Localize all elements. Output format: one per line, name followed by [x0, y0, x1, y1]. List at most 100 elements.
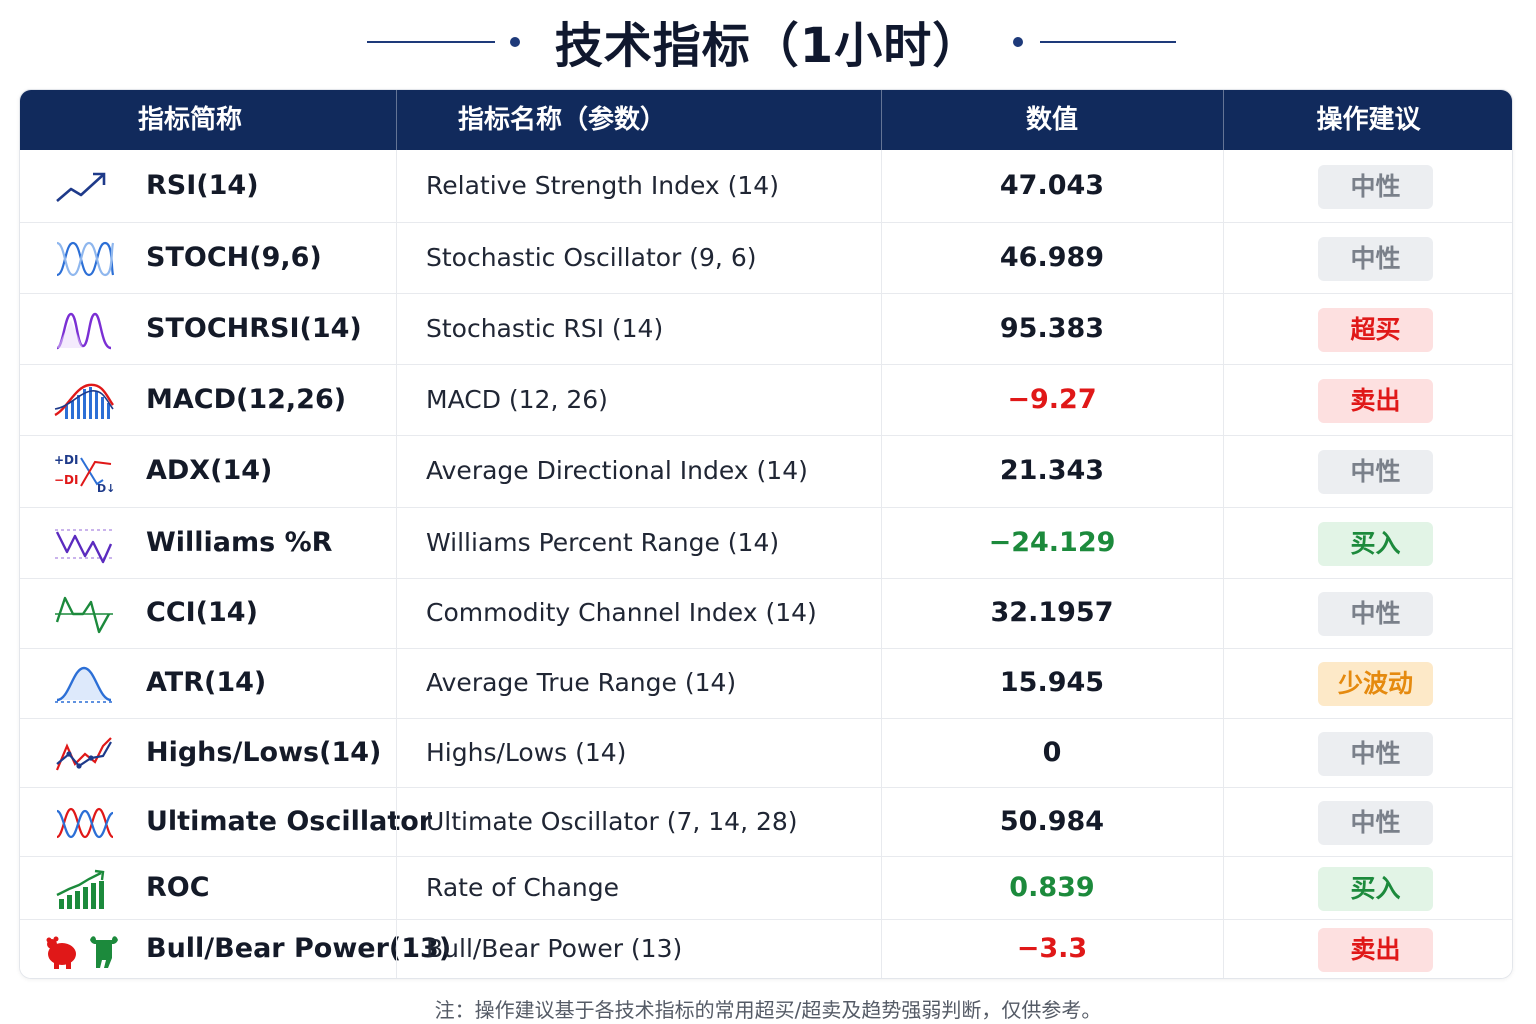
indicator-value: −9.27 [1007, 383, 1097, 415]
roc-bars-arrow-graphic [56, 869, 105, 909]
table-row: Highs/Lows(14) Highs/Lows (14) 0 中性 [20, 719, 1512, 788]
action-badge: 中性 [1318, 450, 1433, 494]
table-row: ROC Rate of Change 0.839 买入 [20, 857, 1512, 920]
action-badge: 中性 [1318, 236, 1433, 281]
title-divider-right [1040, 41, 1176, 43]
indicator-abbr: MACD(12,26) [146, 383, 347, 415]
title-divider-left [367, 41, 495, 43]
action-badge: 少波动 [1318, 662, 1433, 706]
footnote: 注：操作建议基于各技术指标的常用超买/超卖及趋势强弱判断，仅供参考。 [434, 998, 1102, 1022]
header-abbr: 指标简称 [138, 105, 243, 135]
table-row: Ultimate Oscillator Ultimate Oscillator (… [20, 788, 1512, 857]
indicator-abbr: CCI(14) [146, 597, 258, 628]
table-row: Bull/Bear Power(13) Bull/Bear Power (13) −… [20, 920, 1512, 978]
roc-bars-arrow-icon [53, 867, 115, 911]
indicator-abbr: ADX(14) [146, 455, 273, 486]
table-header: 指标简称 指标名称（参数） 数值 操作建议 [20, 90, 1512, 150]
header-value: 数值 [1025, 105, 1078, 135]
action-badge: 卖出 [1318, 378, 1433, 423]
table-row: Williams %R Williams Percent Range (14) −2… [20, 508, 1512, 579]
atr-bell-curve-icon [53, 662, 115, 706]
indicator-abbr: STOCHRSI(14) [146, 312, 362, 344]
indicator-name: Ultimate Oscillator (7, 14, 28) [426, 806, 798, 836]
cci-wave-icon [53, 592, 115, 636]
indicator-name: MACD (12, 26) [426, 384, 608, 414]
title-dot-right [1013, 37, 1023, 47]
table-row: STOCHRSI(14) Stochastic RSI (14) 95.383 超买 [20, 294, 1512, 365]
indicator-name: Stochastic Oscillator (9, 6) [426, 242, 757, 272]
table-row: CCI(14) Commodity Channel Index (14) 32.19… [20, 579, 1512, 649]
indicator-name: Bull/Bear Power (13) [426, 934, 683, 963]
column-divider [396, 150, 397, 978]
indicator-abbr: Ultimate Oscillator [146, 805, 433, 837]
macd-histogram-graphic [54, 383, 114, 419]
stochrsi-wave-icon [53, 308, 115, 352]
action-badge: 买入 [1318, 866, 1433, 911]
column-divider [1223, 150, 1224, 978]
action-badge: 中性 [1318, 164, 1433, 209]
cci-wave-graphic [55, 596, 113, 634]
indicator-abbr: ROC [146, 871, 210, 903]
table-row: ATR(14) Average True Range (14) 15.945 少波动 [20, 649, 1512, 719]
williams-r-zigzag-icon [53, 522, 115, 566]
indicator-name: Relative Strength Index (14) [426, 170, 779, 200]
highs-lows-line-icon [53, 732, 115, 776]
indicator-name: Average True Range (14) [426, 668, 737, 697]
indicator-name: Williams Percent Range (14) [426, 527, 780, 557]
header-divider [396, 90, 397, 150]
plus-di-label: +DI [54, 453, 78, 467]
adx-di-cross-icon: +DI −DI D↓ [53, 450, 115, 494]
indicator-value: 0.839 [1009, 871, 1095, 903]
action-badge: 超买 [1318, 307, 1433, 352]
header-divider [881, 90, 882, 150]
indicator-value: 15.945 [999, 667, 1105, 698]
trend-up-arrow-graphic [56, 172, 106, 202]
indicator-table: 指标简称 指标名称（参数） 数值 操作建议 RSI(14) Relative St… [19, 89, 1513, 979]
trend-up-arrow-icon [53, 165, 115, 209]
header-divider [1223, 90, 1224, 150]
table-row: STOCH(9,6) Stochastic Oscillator (9, 6) 46… [20, 223, 1512, 294]
indicator-name: Highs/Lows (14) [426, 737, 627, 767]
indicator-value: −24.129 [988, 526, 1116, 558]
page-title: 技术指标（1小时） [554, 18, 982, 74]
bull-bear-icon [44, 928, 124, 972]
indicator-value: 0 [1042, 736, 1062, 768]
action-badge: 卖出 [1318, 928, 1433, 972]
svg-text:D↓: D↓ [97, 482, 115, 494]
indicator-abbr: STOCH(9,6) [146, 241, 322, 273]
indicator-value: 46.989 [999, 241, 1105, 273]
action-badge: 中性 [1318, 731, 1433, 776]
indicator-abbr: Bull/Bear Power(13) [146, 933, 452, 964]
indicator-value: 32.1957 [990, 597, 1114, 628]
indicator-value: 21.343 [999, 455, 1105, 486]
indicator-value: 50.984 [999, 805, 1105, 837]
column-divider [881, 150, 882, 978]
action-badge: 中性 [1318, 592, 1433, 636]
ultimate-oscillator-waves-icon [53, 801, 115, 845]
table-row: +DI −DI D↓ ADX(14) Average Directional Index… [20, 436, 1512, 508]
table-row: RSI(14) Relative Strength Index (14) 47.04… [20, 150, 1512, 223]
indicator-abbr: Williams %R [146, 526, 333, 558]
title-dot-left [510, 37, 520, 47]
indicator-abbr: Highs/Lows(14) [146, 736, 382, 768]
action-badge: 买入 [1318, 521, 1433, 566]
minus-di-label: −DI [54, 473, 78, 487]
header-action: 操作建议 [1316, 105, 1421, 135]
stochastic-waves-graphic [56, 241, 115, 276]
indicator-abbr: RSI(14) [146, 169, 259, 201]
header-name: 指标名称（参数） [458, 105, 667, 135]
adx-di-cross-graphic: +DI −DI D↓ [54, 453, 115, 494]
indicator-name: Stochastic RSI (14) [426, 313, 664, 343]
indicator-abbr: ATR(14) [146, 667, 267, 698]
ultimate-oscillator-waves-graphic [56, 807, 114, 838]
indicator-name: Commodity Channel Index (14) [426, 598, 817, 627]
title-bar: 技术指标（1小时） [0, 0, 1536, 84]
indicator-value: 47.043 [999, 169, 1105, 201]
highs-lows-line-graphic [55, 736, 112, 770]
bull-bear-graphic [46, 936, 118, 969]
stochrsi-wave-graphic [56, 312, 112, 349]
atr-bell-curve-graphic [55, 666, 113, 703]
williams-r-zigzag-graphic [55, 528, 113, 563]
stochastic-waves-icon [53, 237, 115, 281]
indicator-value: 95.383 [999, 312, 1105, 344]
